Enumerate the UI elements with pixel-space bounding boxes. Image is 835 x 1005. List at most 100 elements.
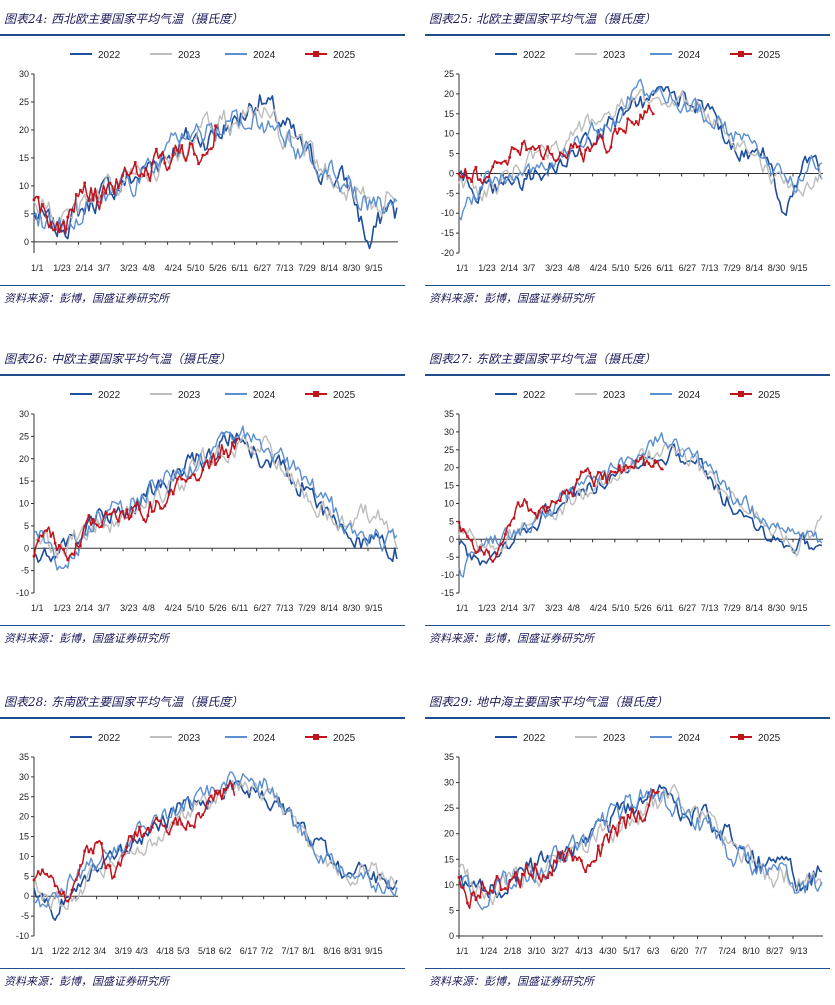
series-point-2025 <box>163 161 167 165</box>
series-point-2025 <box>133 504 137 508</box>
x-tick-label: 6/11 <box>231 263 248 273</box>
y-tick-label: 30 <box>444 778 454 788</box>
x-tick-label: 8/14 <box>745 603 763 613</box>
series-point-2025 <box>171 153 175 157</box>
series-point-2025 <box>74 542 78 546</box>
x-tick-label: 4/3 <box>135 946 148 956</box>
series-line-2023 <box>458 88 823 202</box>
series-point-2025 <box>478 178 482 181</box>
y-tick-label: 20 <box>444 89 454 99</box>
series-point-2025 <box>218 455 221 459</box>
series-point-2025 <box>79 544 82 548</box>
series-point-2025 <box>159 153 162 157</box>
series-point-2025 <box>53 884 57 888</box>
x-tick-label: 8/31 <box>344 946 362 956</box>
series-point-2025 <box>601 477 604 480</box>
y-tick-label: 0 <box>449 931 454 941</box>
source-rule <box>425 968 830 969</box>
series-point-2025 <box>74 193 78 196</box>
series-point-2025 <box>201 153 205 157</box>
series-point-2025 <box>193 152 196 156</box>
series-point-2025 <box>622 129 625 133</box>
legend-label-2022: 2022 <box>523 733 546 744</box>
series-point-2025 <box>525 863 528 867</box>
x-tick-label: 7/2 <box>261 946 274 956</box>
y-tick-label: 15 <box>444 109 454 119</box>
legend: 2022 2023 2024 2025 <box>495 733 781 744</box>
series-point-2025 <box>575 858 579 861</box>
y-tick-label: 30 <box>19 69 29 79</box>
x-tick-label: 5/17 <box>623 946 641 956</box>
series-point-2025 <box>184 159 188 162</box>
chart-title: 图表27: 东欧主要国家平均气温（摄氏度） <box>429 352 657 366</box>
source-rule <box>425 625 830 626</box>
legend-label-2024: 2024 <box>253 390 276 401</box>
x-tick-label: 9/15 <box>790 603 808 613</box>
panel-mediterranean: 图表29: 地中海主要国家平均气温（摄氏度） 2022 2023 2024 2025 0… <box>425 685 830 1005</box>
x-tick-label: 3/10 <box>528 946 546 956</box>
series-point-2025 <box>521 872 524 876</box>
x-tick-label: 3/23 <box>545 603 563 613</box>
series-point-2025 <box>596 844 600 848</box>
series-point-2025 <box>554 860 558 864</box>
x-tick-label: 4/24 <box>165 263 183 273</box>
series-point-2025 <box>580 859 583 863</box>
series-point-2025 <box>155 147 158 151</box>
series-line-2025 <box>33 781 236 902</box>
series-point-2025 <box>49 535 53 538</box>
series-point-2025 <box>647 803 651 807</box>
series-point-2025 <box>129 515 133 518</box>
series-point-2025 <box>491 560 495 563</box>
y-tick-label: 5 <box>24 871 29 881</box>
series-point-2025 <box>91 198 95 202</box>
source-rule <box>425 285 830 286</box>
series-point-2025 <box>470 180 473 183</box>
series-line-2023 <box>33 779 398 910</box>
series-line-2025 <box>33 124 219 235</box>
x-tick-label: 9/15 <box>365 263 383 273</box>
x-tick-label: 5/26 <box>209 603 227 613</box>
legend: 2022 2023 2024 2025 <box>70 50 356 61</box>
series-point-2025 <box>580 470 583 474</box>
series-point-2025 <box>66 558 70 562</box>
series-point-2025 <box>618 464 621 467</box>
y-tick-label: 5 <box>24 521 29 531</box>
series-point-2025 <box>499 888 503 892</box>
panel-c-europe: 图表26: 中欧主要国家平均气温（摄氏度） 2022 2023 2024 2025 -1… <box>0 342 405 662</box>
x-tick-label: 7/24 <box>718 946 736 956</box>
x-tick-label: 4/13 <box>575 946 593 956</box>
x-tick-label: 2/18 <box>504 946 522 956</box>
series-point-2025 <box>87 850 91 854</box>
series-point-2025 <box>117 861 120 865</box>
series-point-2025 <box>554 159 558 163</box>
series-point-2025 <box>133 831 137 834</box>
x-tick-label: 5/10 <box>187 263 205 273</box>
x-tick-label: 6/27 <box>254 603 272 613</box>
series-point-2025 <box>150 825 154 829</box>
series-point-2025 <box>125 845 129 849</box>
chart-title: 图表26: 中欧主要国家平均气温（摄氏度） <box>4 352 232 366</box>
y-tick-label: 25 <box>444 803 454 813</box>
y-tick-label: 15 <box>444 481 454 491</box>
x-tick-label: 4/24 <box>165 603 183 613</box>
series-point-2025 <box>651 465 655 468</box>
series-point-2025 <box>495 552 499 556</box>
series-point-2025 <box>214 124 217 127</box>
x-tick-label: 3/23 <box>545 263 563 273</box>
y-tick-label: 0 <box>24 891 29 901</box>
series-point-2025 <box>474 551 478 554</box>
series-point-2025 <box>188 142 192 145</box>
x-tick-label: 2/14 <box>501 603 519 613</box>
series-point-2025 <box>634 120 638 123</box>
series-point-2025 <box>516 878 520 882</box>
legend-marker-2025 <box>738 51 744 57</box>
series-point-2025 <box>605 833 609 837</box>
series-point-2025 <box>32 554 36 558</box>
y-tick-label: 25 <box>19 97 29 107</box>
series-point-2025 <box>125 508 129 512</box>
y-tick-label: 10 <box>444 129 454 139</box>
series-point-2025 <box>466 901 469 905</box>
series-point-2025 <box>474 898 478 902</box>
x-tick-label: 9/13 <box>790 946 808 956</box>
